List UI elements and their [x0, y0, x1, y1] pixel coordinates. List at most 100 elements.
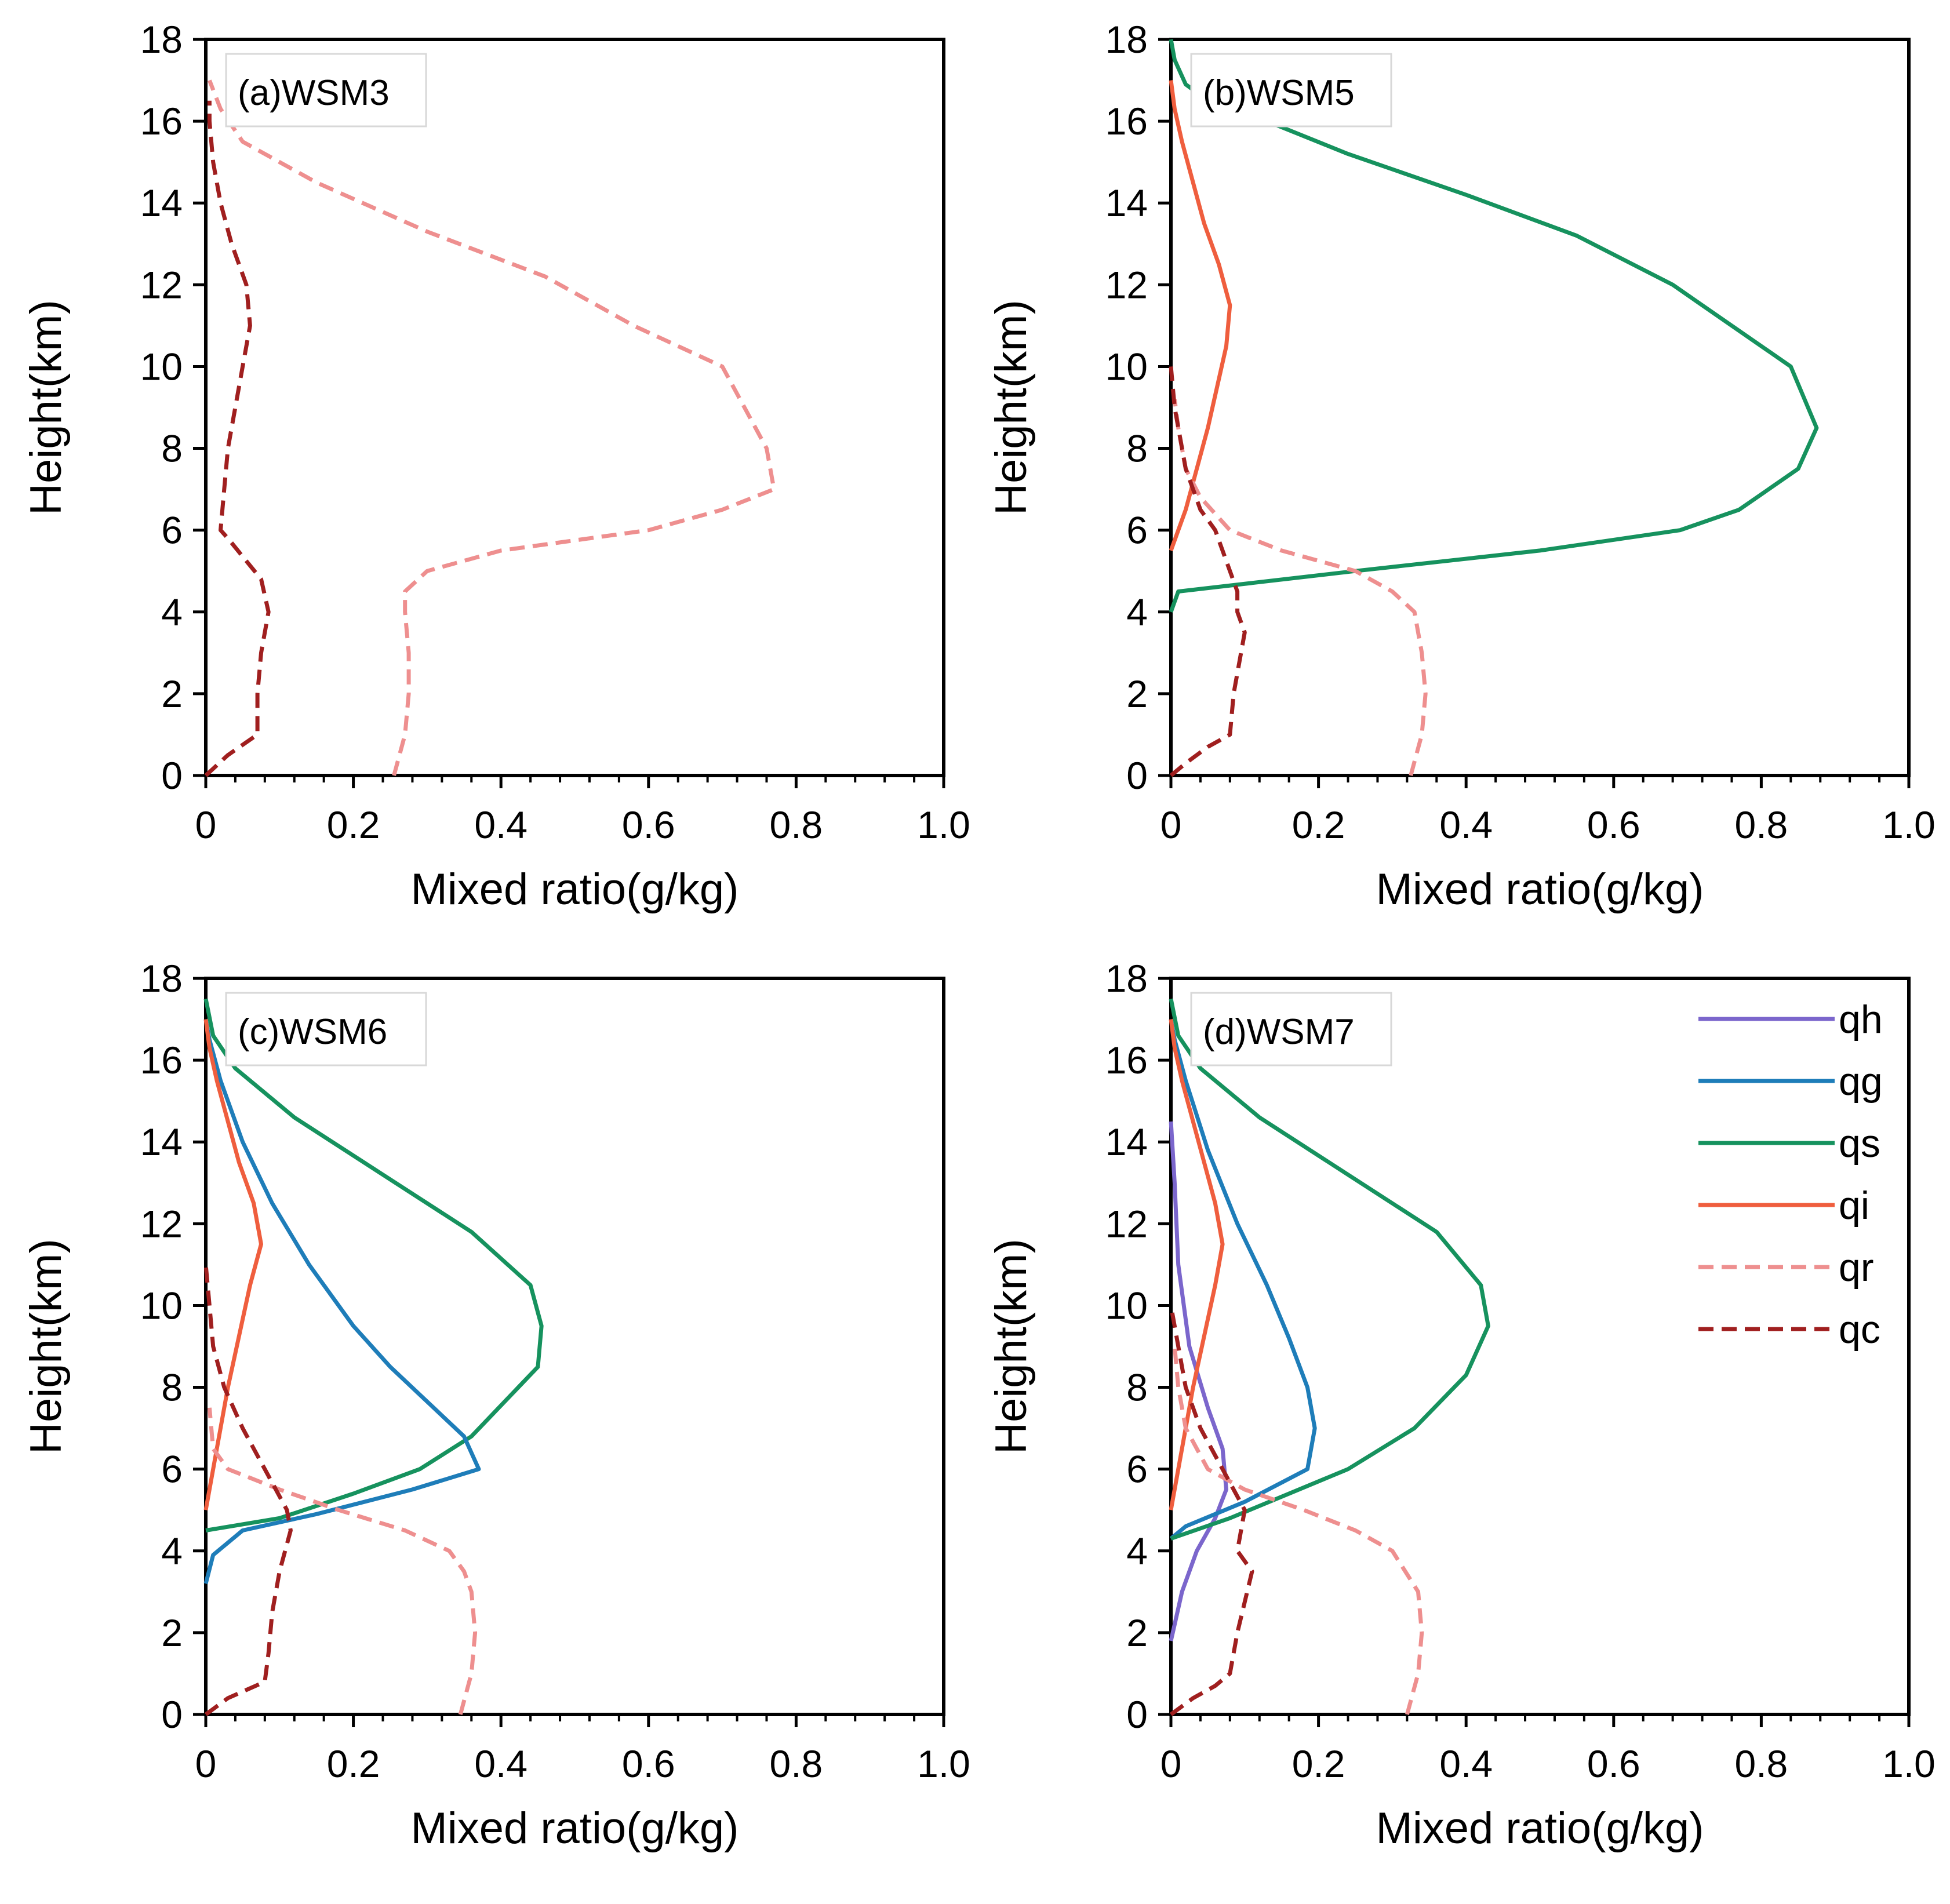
y-tick-label: 2 [1126, 672, 1148, 715]
y-tick-label: 0 [161, 1693, 183, 1736]
y-tick-label: 8 [1126, 427, 1148, 470]
plot-frame [1169, 977, 1911, 1716]
x-axis-title: Mixed ratio(g/kg) [1376, 865, 1704, 914]
y-tick-label: 16 [140, 1039, 183, 1082]
y-tick-label: 8 [1126, 1366, 1148, 1409]
panel-label: (b)WSM5 [1203, 73, 1355, 113]
y-tick-label: 2 [1126, 1611, 1148, 1654]
y-tick-label: 12 [1105, 263, 1148, 306]
x-tick-label: 0.6 [1587, 803, 1640, 846]
x-tick-label: 0.4 [474, 1742, 527, 1785]
y-axis-title: Height(km) [21, 300, 71, 515]
legend: qh qg qs qi qr qc [1698, 997, 1883, 1352]
x-tick-label: 0.6 [622, 1742, 675, 1785]
series-line-qi [1169, 1019, 1225, 1510]
y-tick-label: 16 [1105, 100, 1148, 143]
x-tick-label: 0 [1160, 1742, 1182, 1785]
panel-label-box [1190, 992, 1392, 1066]
y-axis-title: Height(km) [987, 1239, 1036, 1454]
y-tick-label: 12 [140, 1202, 183, 1245]
y-tick-label: 2 [161, 1611, 183, 1654]
series-line-qc [1169, 366, 1247, 777]
x-axis-title: Mixed ratio(g/kg) [411, 865, 739, 914]
series-line-qc [1169, 1305, 1254, 1716]
x-axis-title: Mixed ratio(g/kg) [1376, 1804, 1704, 1853]
x-tick-label: 0.8 [770, 1742, 823, 1785]
y-tick-label: 0 [1126, 754, 1148, 797]
y-tick-label: 12 [140, 263, 183, 306]
x-tick-label: 0.2 [327, 1742, 380, 1785]
x-tick-label: 0 [195, 1742, 217, 1785]
series-line-qc [204, 100, 271, 777]
y-tick-label: 18 [1105, 957, 1148, 1000]
panel-label-box [225, 53, 427, 128]
y-tick-label: 14 [140, 1120, 183, 1163]
panel-4: 0 0.2 0.4 0.6 0.8 1.0 0 2 4 6 8 10 12 14 16 18 Mixed rat… [987, 957, 1936, 1853]
x-tick-label: 0.8 [770, 803, 823, 846]
panel-label: (a)WSM3 [238, 73, 390, 113]
plot-frame [1169, 38, 1911, 777]
x-tick-label: 1.0 [917, 803, 970, 846]
legend-label-qh: qh [1839, 997, 1883, 1042]
x-tick-label: 0.4 [1439, 803, 1493, 846]
legend-label-qr: qr [1839, 1246, 1873, 1290]
y-axis-title: Height(km) [21, 1239, 71, 1454]
plot-frame [204, 977, 945, 1716]
y-tick-label: 18 [140, 957, 183, 1000]
x-tick-label: 0.2 [327, 803, 380, 846]
y-axis-title: Height(km) [987, 300, 1036, 515]
x-axis-title: Mixed ratio(g/kg) [411, 1804, 739, 1853]
panel-3: 0 0.2 0.4 0.6 0.8 1.0 0 2 4 6 8 10 12 14 16 18 Mixed rat… [21, 957, 970, 1853]
y-tick-label: 0 [1126, 1693, 1148, 1736]
y-tick-label: 14 [1105, 181, 1148, 224]
panel-label-box [1190, 53, 1392, 128]
y-tick-label: 8 [161, 1366, 183, 1409]
x-tick-label: 0.6 [622, 803, 675, 846]
y-tick-label: 14 [140, 181, 183, 224]
y-tick-label: 4 [161, 591, 183, 634]
series-line-qr [208, 79, 776, 776]
x-tick-label: 0.2 [1292, 1742, 1345, 1785]
y-tick-label: 6 [161, 1448, 183, 1491]
x-tick-label: 1.0 [1882, 1742, 1936, 1785]
x-tick-label: 0 [1160, 803, 1182, 846]
panel-2: 0 0.2 0.4 0.6 0.8 1.0 0 2 4 6 8 10 12 14 16 18 Mixed rat… [987, 18, 1936, 914]
y-tick-label: 6 [1126, 509, 1148, 552]
x-tick-label: 0.4 [474, 803, 527, 846]
panel-label-box [225, 992, 427, 1066]
x-tick-label: 0.2 [1292, 803, 1345, 846]
y-tick-label: 10 [1105, 1284, 1148, 1327]
series-line-qi [1169, 80, 1232, 552]
y-tick-label: 10 [1105, 345, 1148, 388]
legend-label-qc: qc [1839, 1308, 1880, 1352]
y-tick-label: 16 [140, 100, 183, 143]
y-tick-label: 18 [140, 18, 183, 61]
legend-label-qg: qg [1839, 1060, 1883, 1104]
y-tick-label: 0 [161, 754, 183, 797]
y-tick-label: 10 [140, 1284, 183, 1327]
y-tick-label: 8 [161, 427, 183, 470]
y-tick-label: 6 [1126, 1448, 1148, 1491]
x-tick-label: 0 [195, 803, 217, 846]
y-tick-label: 4 [1126, 1530, 1148, 1572]
series-line-qg [203, 1018, 481, 1585]
y-tick-label: 2 [161, 672, 183, 715]
panel-1: 0 0.2 0.4 0.6 0.8 1.0 0 2 4 6 8 10 12 14 16 18 Mixed rat… [21, 18, 970, 914]
series-line-qg [1169, 1018, 1317, 1541]
y-tick-label: 16 [1105, 1039, 1148, 1082]
y-tick-label: 14 [1105, 1120, 1148, 1163]
series-line-qi [203, 1019, 263, 1510]
series-line-qc [203, 1264, 293, 1716]
legend-label-qs: qs [1839, 1122, 1880, 1166]
y-tick-label: 4 [1126, 591, 1148, 634]
y-tick-label: 6 [161, 509, 183, 552]
y-tick-label: 12 [1105, 1202, 1148, 1245]
x-tick-label: 0.4 [1439, 1742, 1493, 1785]
series-line-qs [1169, 998, 1490, 1541]
x-tick-label: 0.6 [1587, 1742, 1640, 1785]
y-tick-label: 18 [1105, 18, 1148, 61]
plot-frame [204, 38, 945, 777]
panel-label: (d)WSM7 [1203, 1012, 1355, 1052]
legend-label-qi: qi [1839, 1184, 1869, 1228]
